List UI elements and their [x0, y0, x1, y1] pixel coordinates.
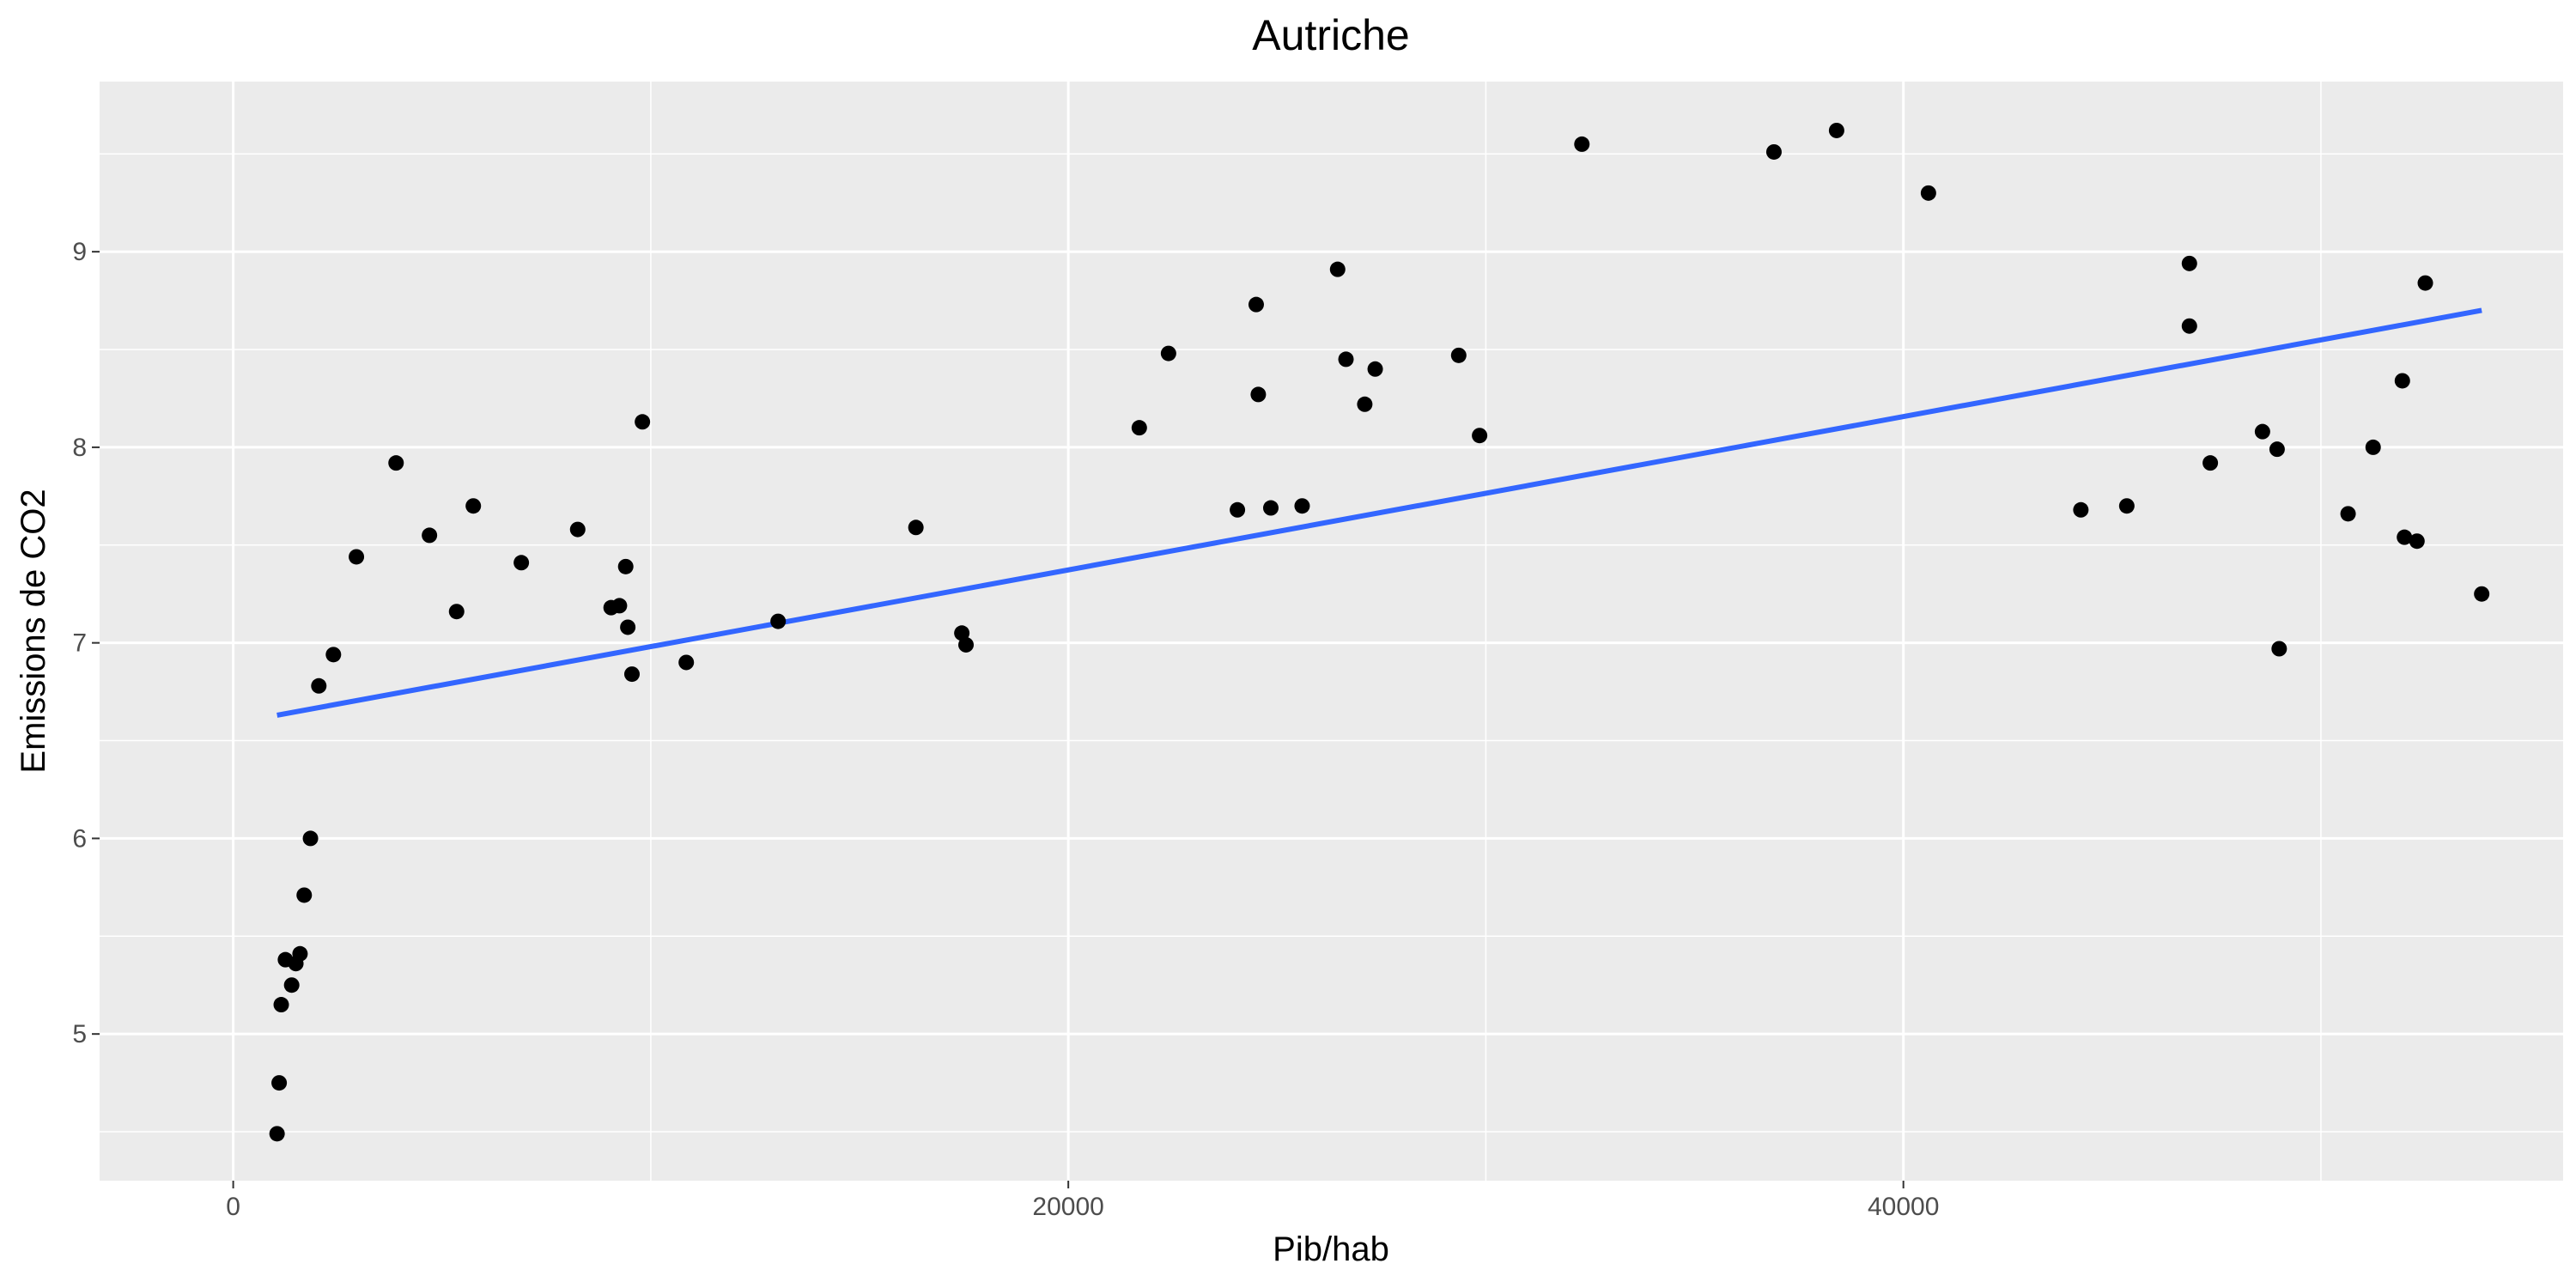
- data-point: [2271, 641, 2287, 657]
- data-point: [2181, 255, 2197, 271]
- minor-gridlines: [100, 82, 2563, 1181]
- data-point: [2254, 423, 2270, 440]
- data-point: [311, 677, 327, 694]
- data-point: [2474, 586, 2490, 602]
- data-point: [269, 1126, 285, 1142]
- tick-labels: 0 20000 40000 5 6 7 8 9: [72, 238, 1939, 1221]
- data-point: [1131, 420, 1147, 436]
- data-point: [1574, 136, 1590, 152]
- data-point: [388, 455, 404, 471]
- data-point: [1765, 143, 1782, 160]
- chart-title: Autriche: [1252, 11, 1409, 59]
- data-point: [2181, 318, 2197, 334]
- y-tick-label: 7: [72, 629, 87, 658]
- data-point: [2409, 533, 2425, 550]
- data-point: [2202, 455, 2219, 471]
- y-axis-title: Emissions de CO2: [15, 489, 52, 773]
- data-point: [2417, 275, 2433, 291]
- regression-line: [276, 307, 2482, 718]
- data-point: [1329, 261, 1346, 277]
- data-point: [513, 555, 530, 571]
- data-point: [635, 414, 651, 430]
- data-point: [1338, 351, 1354, 368]
- y-tick-label: 5: [72, 1020, 87, 1048]
- data-point: [2397, 529, 2413, 545]
- data-point: [292, 945, 308, 962]
- data-points: [269, 122, 2490, 1142]
- y-tick-label: 9: [72, 238, 87, 266]
- data-point: [1262, 500, 1279, 516]
- data-point: [620, 619, 636, 635]
- data-point: [1230, 501, 1246, 518]
- data-point: [1367, 361, 1383, 377]
- data-point: [617, 558, 634, 574]
- data-point: [958, 636, 975, 653]
- data-point: [2365, 439, 2381, 455]
- data-point: [349, 549, 365, 565]
- data-point: [1472, 428, 1488, 444]
- data-point: [2394, 373, 2410, 389]
- data-point: [1450, 347, 1467, 363]
- data-point: [422, 527, 438, 544]
- data-point: [1250, 386, 1267, 403]
- data-point: [611, 598, 628, 614]
- data-point: [1294, 498, 1310, 514]
- data-point: [273, 997, 289, 1013]
- data-point: [1160, 345, 1176, 361]
- data-point: [302, 830, 319, 847]
- data-point: [2073, 501, 2089, 518]
- data-point: [1248, 296, 1264, 313]
- x-tick-label: 0: [226, 1193, 240, 1221]
- data-point: [296, 887, 313, 903]
- data-point: [770, 613, 787, 629]
- x-axis-title: Pib/hab: [1273, 1230, 1389, 1268]
- y-tick-label: 8: [72, 434, 87, 462]
- data-point: [2269, 441, 2285, 458]
- data-point: [569, 521, 586, 538]
- data-point: [1357, 396, 1373, 412]
- data-point: [2340, 506, 2356, 522]
- y-tick-label: 6: [72, 824, 87, 853]
- data-point: [2118, 498, 2135, 514]
- plot-panel: [100, 82, 2563, 1181]
- data-point: [325, 647, 342, 663]
- fit-line: [276, 307, 2482, 718]
- data-point: [448, 604, 465, 620]
- major-gridlines: [100, 82, 2563, 1181]
- data-point: [1828, 122, 1844, 138]
- axis-ticks: [92, 251, 1905, 1188]
- data-point: [908, 519, 924, 536]
- x-tick-label: 40000: [1868, 1193, 1939, 1221]
- data-point: [283, 977, 300, 993]
- data-point: [1920, 185, 1936, 201]
- data-point: [954, 625, 970, 641]
- x-tick-label: 20000: [1032, 1193, 1103, 1221]
- data-point: [623, 666, 640, 683]
- data-point: [678, 654, 695, 671]
- data-point: [271, 1075, 288, 1091]
- data-point: [465, 498, 482, 514]
